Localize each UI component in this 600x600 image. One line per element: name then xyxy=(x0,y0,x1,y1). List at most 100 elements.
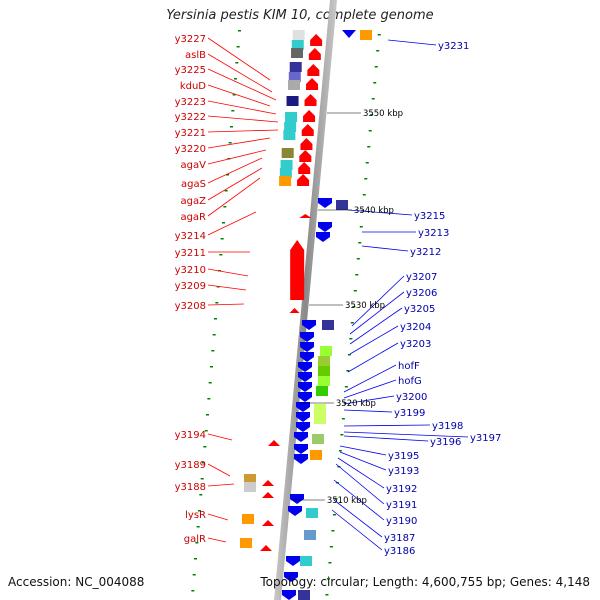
gene-block xyxy=(284,122,297,132)
label-leader-line xyxy=(207,115,279,123)
reverse-gene-label: y3190 xyxy=(386,516,417,527)
tick-marks xyxy=(191,30,381,596)
reverse-gene-arrow xyxy=(286,556,300,566)
tick-mark xyxy=(373,82,377,84)
reverse-gene-label: y3199 xyxy=(394,408,425,419)
tick-mark xyxy=(234,78,238,80)
reverse-gene-label: y3186 xyxy=(384,546,415,557)
reverse-gene-arrow xyxy=(296,402,310,412)
tick-mark xyxy=(206,414,210,416)
tick-mark xyxy=(199,494,203,496)
reverse-gene-label: y3231 xyxy=(438,41,469,52)
reverse-gene-label: y3196 xyxy=(430,437,461,448)
forward-gene-arrow xyxy=(262,492,274,498)
reverse-gene-arrow xyxy=(298,392,312,402)
tick-mark xyxy=(198,510,202,512)
reverse-gene-label: y3198 xyxy=(432,421,463,432)
reverse-gene-label: y3205 xyxy=(404,304,435,315)
label-leader-line xyxy=(207,433,233,441)
gene-block xyxy=(286,96,299,106)
tick-mark xyxy=(191,590,195,592)
gene-block xyxy=(288,72,301,82)
label-leader-line xyxy=(347,342,399,373)
forward-gene-label: y3188 xyxy=(175,482,206,493)
forward-gene-label: y3209 xyxy=(175,281,206,292)
forward-gene-arrow xyxy=(301,124,314,136)
tick-mark xyxy=(215,302,219,304)
label-leader-line xyxy=(333,499,383,538)
forward-gene-arrow xyxy=(308,48,321,60)
gene-block xyxy=(242,514,254,524)
tick-mark xyxy=(365,162,369,164)
tick-mark xyxy=(207,398,211,400)
gene-block xyxy=(244,482,256,492)
label-leader-line xyxy=(343,409,393,413)
reverse-gene-label: y3203 xyxy=(400,339,431,350)
reverse-gene-label: y3200 xyxy=(396,392,427,403)
forward-gene-label: y3220 xyxy=(175,144,206,155)
label-leader-line xyxy=(343,364,397,393)
label-lines xyxy=(207,37,469,551)
reverse-gene-arrow xyxy=(300,332,314,342)
forward-gene-label: y3208 xyxy=(175,301,206,312)
tick-mark xyxy=(326,578,330,580)
gene-block xyxy=(314,414,326,424)
tick-mark xyxy=(203,446,207,448)
tick-mark xyxy=(211,350,215,352)
forward-gene-label: agaR xyxy=(180,212,206,223)
tick-mark xyxy=(232,94,236,96)
forward-gene-label: y3194 xyxy=(175,430,206,441)
gene-block xyxy=(291,40,304,50)
tick-mark xyxy=(222,222,226,224)
tick-mark xyxy=(328,562,332,564)
label-leader-line xyxy=(347,209,413,216)
forward-gene-label: y3225 xyxy=(175,65,206,76)
label-leader-line xyxy=(349,291,405,335)
tick-mark xyxy=(346,370,350,372)
label-leader-line xyxy=(207,211,257,236)
label-leader-line xyxy=(361,245,409,252)
forward-gene-label: aslB xyxy=(185,50,206,61)
tick-mark xyxy=(219,254,223,256)
tick-mark xyxy=(192,574,196,576)
tick-mark xyxy=(325,594,329,596)
label-leader-line xyxy=(331,509,383,551)
topology-text: Topology: circular; Length: 4,600,755 bp… xyxy=(260,575,590,589)
scale-tick-label: 3530 kbp xyxy=(345,301,385,311)
reverse-gene-arrow xyxy=(298,372,312,382)
label-leader-line xyxy=(387,39,437,46)
tick-mark xyxy=(358,242,362,244)
forward-gene-arrow xyxy=(262,520,274,526)
forward-gene-label: y3227 xyxy=(175,34,206,45)
reverse-gene-arrow xyxy=(294,454,308,464)
reverse-gene-label: y3213 xyxy=(418,228,449,239)
forward-gene-label: y3189 xyxy=(175,460,206,471)
tick-mark xyxy=(371,98,375,100)
forward-gene-arrow xyxy=(310,34,323,46)
gene-block xyxy=(298,590,310,600)
tick-mark xyxy=(194,558,198,560)
label-leader-line xyxy=(207,513,229,521)
reverse-gene-arrow xyxy=(302,320,316,330)
label-leader-line xyxy=(339,451,387,471)
label-leader-line xyxy=(207,483,235,487)
tick-mark xyxy=(210,366,214,368)
tick-mark xyxy=(329,546,333,548)
label-leader-line xyxy=(343,424,431,427)
label-leader-line xyxy=(207,68,277,101)
reverse-gene-label: y3204 xyxy=(400,322,431,333)
gene-block xyxy=(360,30,372,40)
tick-mark xyxy=(204,430,208,432)
tick-mark xyxy=(376,50,380,52)
gene-block xyxy=(318,376,330,386)
gene-block xyxy=(281,148,294,158)
tick-mark xyxy=(216,286,220,288)
label-leader-line xyxy=(351,275,405,327)
reverse-gene-label: y3197 xyxy=(470,433,501,444)
forward-gene-label: lysR xyxy=(185,510,206,521)
tick-mark xyxy=(238,30,242,32)
tick-mark xyxy=(361,210,365,212)
gene-block xyxy=(289,62,302,72)
label-leader-line xyxy=(207,129,279,133)
tick-mark xyxy=(200,478,204,480)
